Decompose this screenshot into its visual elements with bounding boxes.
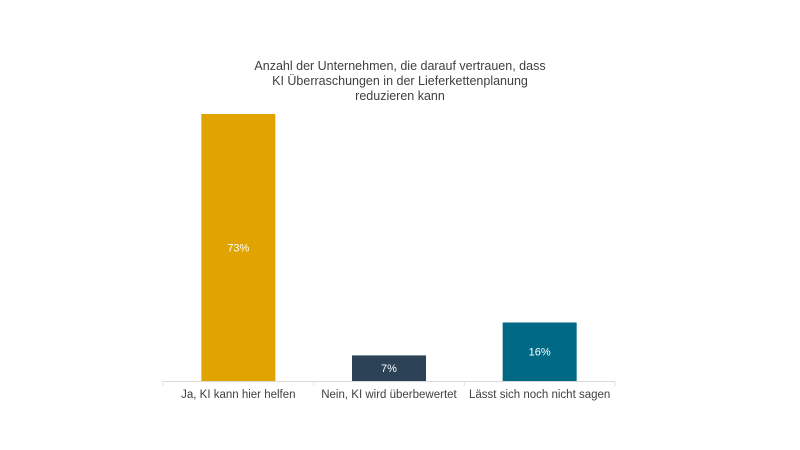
bar	[201, 114, 276, 381]
bar	[502, 322, 577, 381]
data-label: 16%	[529, 347, 551, 359]
chart-title: Anzahl der Unternehmen, die darauf vertr…	[254, 59, 546, 103]
x-tick-label: Nein, KI wird überbewertet	[321, 389, 457, 401]
x-tick-label: Lässt sich noch nicht sagen	[469, 389, 610, 401]
data-label: 7%	[381, 363, 397, 375]
data-label: 73%	[227, 243, 249, 255]
x-tick-label: Ja, KI kann hier helfen	[181, 389, 295, 401]
bar	[352, 355, 426, 381]
